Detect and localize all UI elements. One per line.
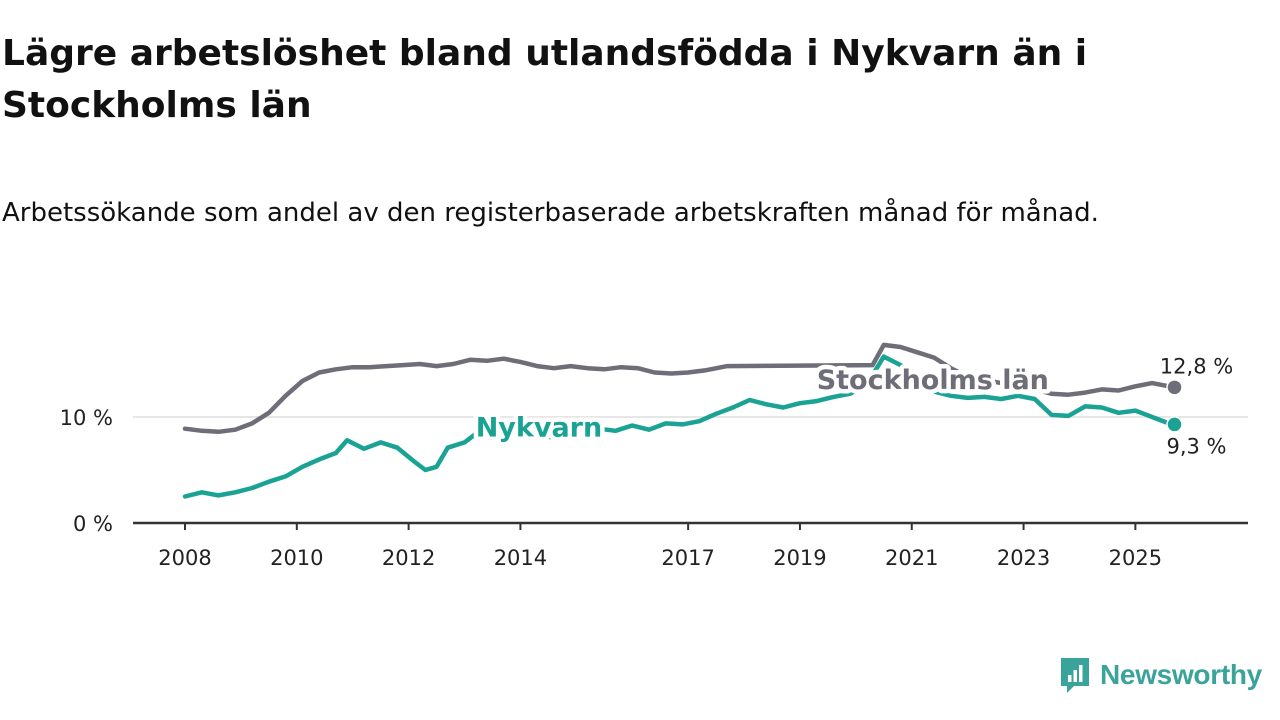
- brand-logo: Newsworthy: [1058, 654, 1262, 696]
- series-label-stockholms-lan: Stockholms län: [817, 365, 1049, 396]
- series-label-nykvarn: Nykvarn: [476, 413, 603, 444]
- x-tick-label: 2010: [270, 546, 323, 570]
- x-tick-label: 2014: [494, 546, 547, 570]
- chart-subtitle: Arbetssökande som andel av den registerb…: [2, 198, 1099, 228]
- x-tick-label: 2023: [997, 546, 1050, 570]
- x-tick-label: 2019: [773, 546, 826, 570]
- y-tick-label: 10 %: [60, 406, 113, 430]
- series-end-label: 12,8 %: [1160, 354, 1233, 378]
- series-end-label: 9,3 %: [1166, 434, 1226, 458]
- series-line-nykvarn: [182, 354, 1177, 499]
- series-label-nykvarn-halo: Nykvarn: [476, 413, 603, 444]
- brand-name: Newsworthy: [1100, 659, 1262, 690]
- series-line-stockholms-lan: [182, 342, 1177, 435]
- x-tick-label: 2025: [1109, 546, 1162, 570]
- x-tick-label: 2012: [382, 546, 435, 570]
- series-end-marker: [1166, 416, 1183, 433]
- newsworthy-logo-icon: [1061, 658, 1089, 693]
- x-tick-label: 2008: [158, 546, 211, 570]
- series-end-marker: [1166, 379, 1183, 396]
- y-tick-label: 0 %: [73, 512, 113, 536]
- x-tick-label: 2017: [661, 546, 714, 570]
- chart-title: Lägre arbetslöshet bland utlandsfödda i …: [2, 33, 1088, 126]
- series-label-stockholms-lan-halo: Stockholms län: [817, 365, 1049, 396]
- x-tick-label: 2021: [885, 546, 938, 570]
